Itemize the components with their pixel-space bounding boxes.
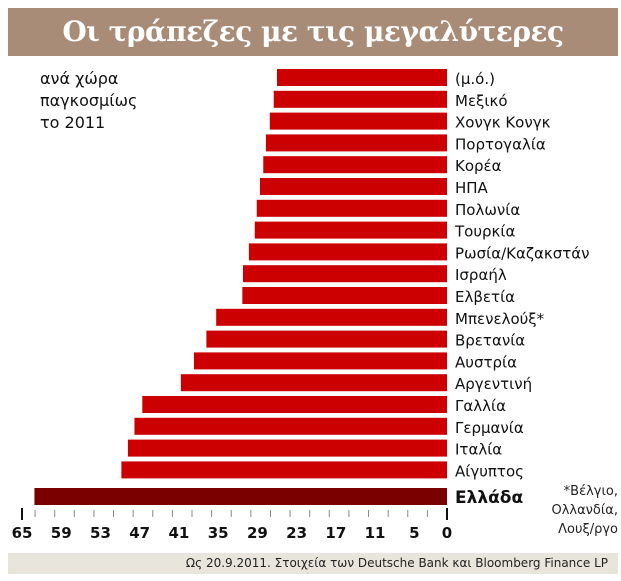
bar <box>180 374 447 392</box>
category-label: Πορτογαλία <box>455 135 546 153</box>
category-label: Πολωνία <box>455 201 520 219</box>
subtitle-line: παγκοσμίως <box>40 91 138 110</box>
bar <box>269 112 447 130</box>
tick-label: 17 <box>325 524 346 542</box>
chart-title: Οι τράπεζες με τις μεγαλύτερες απώλειες <box>8 8 618 96</box>
tick-label: 59 <box>51 524 72 542</box>
bar <box>193 352 447 370</box>
tick-label: 65 <box>12 524 33 542</box>
footnote-line: *Βέλγιο, <box>563 484 618 499</box>
category-label: Ρωσία/Καζακστάν <box>455 244 590 262</box>
tick-label: 53 <box>90 524 111 542</box>
bar <box>242 287 447 304</box>
bar <box>216 308 447 326</box>
tick-label: 29 <box>247 524 268 542</box>
category-label: Μεξικό <box>455 92 508 110</box>
tick-label: 41 <box>168 524 189 542</box>
footnote-line: Ολλανδία, <box>551 503 618 518</box>
bar <box>277 69 447 86</box>
footnote: *Βέλγιο, Ολλανδία, Λουξ/ργο <box>548 482 618 539</box>
bar <box>134 417 447 435</box>
tick-label: 23 <box>286 524 307 542</box>
category-label: Τουρκία <box>454 223 515 241</box>
category-label: Βρετανία <box>455 332 525 350</box>
category-label: Ελβετία <box>455 288 515 306</box>
category-label: Αίγυπτος <box>455 462 524 480</box>
subtitle-line: ανά χώρα <box>40 69 119 88</box>
category-label: Ιταλία <box>455 441 502 459</box>
category-label: Μπενελούξ* <box>455 310 545 328</box>
category-label: ΗΠΑ <box>455 179 489 197</box>
category-label: Γαλλία <box>455 397 506 415</box>
bar <box>127 439 447 457</box>
chart-subtitle: ανά χώρα παγκοσμίως το 2011 <box>40 68 200 134</box>
bar <box>273 90 447 108</box>
bar <box>260 178 447 195</box>
category-label: Αργεντινή <box>455 375 532 393</box>
bar <box>34 488 448 505</box>
category-label: Γερμανία <box>455 419 524 437</box>
subtitle-line: το 2011 <box>40 113 106 132</box>
footnote-line: Λουξ/ργο <box>558 522 618 537</box>
category-label: (μ.ό.) <box>455 70 495 88</box>
source-note: Ως 20.9.2011. Στοιχεία των Deutsche Bank… <box>8 553 618 574</box>
bar <box>243 265 447 283</box>
tick-label: 0 <box>442 524 452 542</box>
tick-label: 47 <box>129 524 150 542</box>
bar <box>263 156 447 174</box>
category-label: Χονγκ Κονγκ <box>455 114 551 132</box>
category-label: Ισραήλ <box>455 266 507 284</box>
tick-label: 5 <box>409 524 419 542</box>
bar <box>254 221 447 239</box>
bar <box>121 461 447 479</box>
tick-label: 11 <box>365 524 386 542</box>
bar <box>142 396 448 413</box>
bar <box>248 243 447 261</box>
bar <box>265 134 447 152</box>
bar <box>256 199 447 217</box>
tick-label: 35 <box>208 524 229 542</box>
bar <box>206 330 447 348</box>
category-label: Ελλάδα <box>455 488 523 508</box>
category-label: Αυστρία <box>455 353 517 371</box>
category-label: Κορέα <box>455 157 502 175</box>
